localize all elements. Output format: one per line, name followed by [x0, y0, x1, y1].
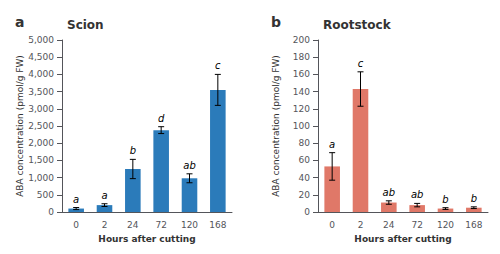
svg-text:0: 0: [304, 207, 310, 217]
svg-text:120: 120: [293, 104, 310, 114]
svg-text:120: 120: [181, 220, 198, 230]
svg-text:a: a: [73, 194, 79, 205]
svg-text:ab: ab: [411, 189, 423, 200]
svg-text:72: 72: [411, 220, 422, 230]
svg-text:ab: ab: [183, 160, 195, 171]
svg-text:5,000: 5,000: [28, 35, 54, 45]
svg-text:c: c: [215, 60, 221, 71]
svg-text:80: 80: [299, 138, 311, 148]
svg-text:Scion: Scion: [67, 18, 104, 32]
svg-text:ABA concentration (pmol/g FW): ABA concentration (pmol/g FW): [15, 55, 25, 197]
svg-text:2: 2: [102, 220, 108, 230]
svg-text:a: a: [101, 190, 107, 201]
svg-text:180: 180: [293, 52, 310, 62]
svg-text:3,000: 3,000: [28, 104, 54, 114]
svg-text:Hours after cutting: Hours after cutting: [98, 234, 195, 244]
svg-text:4,000: 4,000: [28, 69, 54, 79]
svg-text:20: 20: [299, 190, 311, 200]
svg-text:a: a: [329, 139, 335, 150]
svg-text:3,500: 3,500: [28, 87, 54, 97]
svg-text:168: 168: [209, 220, 226, 230]
svg-text:b: b: [130, 145, 136, 156]
svg-text:2,000: 2,000: [28, 138, 54, 148]
svg-text:40: 40: [299, 173, 311, 183]
svg-text:100: 100: [293, 121, 310, 131]
svg-text:24: 24: [127, 220, 139, 230]
svg-text:ab: ab: [383, 187, 395, 198]
svg-text:0: 0: [329, 220, 335, 230]
svg-text:Rootstock: Rootstock: [323, 18, 392, 32]
svg-text:0: 0: [48, 207, 54, 217]
svg-text:2,500: 2,500: [28, 121, 54, 131]
svg-text:500: 500: [37, 190, 54, 200]
svg-text:b: b: [471, 193, 477, 204]
svg-text:a: a: [15, 14, 24, 30]
svg-text:b: b: [442, 194, 448, 205]
svg-text:120: 120: [437, 220, 454, 230]
svg-text:4,500: 4,500: [28, 52, 54, 62]
svg-text:2: 2: [358, 220, 364, 230]
svg-text:140: 140: [293, 87, 310, 97]
svg-text:1,500: 1,500: [28, 155, 54, 165]
svg-text:200: 200: [293, 35, 310, 45]
svg-text:168: 168: [465, 220, 482, 230]
svg-text:Hours after cutting: Hours after cutting: [354, 234, 451, 244]
svg-text:72: 72: [155, 220, 166, 230]
svg-text:1,000: 1,000: [28, 173, 54, 183]
svg-text:0: 0: [73, 220, 79, 230]
svg-text:ABA concentration (pmol/g FW): ABA concentration (pmol/g FW): [271, 55, 281, 197]
svg-text:60: 60: [299, 155, 311, 165]
svg-text:24: 24: [383, 220, 395, 230]
svg-text:b: b: [271, 14, 281, 30]
svg-text:c: c: [358, 58, 364, 69]
svg-text:160: 160: [293, 69, 310, 79]
svg-text:d: d: [158, 113, 165, 124]
